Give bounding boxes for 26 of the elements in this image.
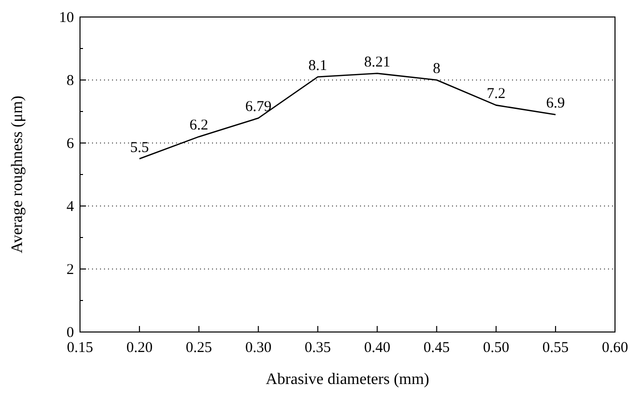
data-label: 6.2 [190,118,208,134]
x-tick-label: 0.25 [186,340,212,356]
y-tick-label: 8 [66,73,74,89]
y-tick-label: 4 [66,199,74,215]
x-axis-title: Abrasive diameters (mm) [266,371,430,388]
x-tick-label: 0.35 [304,340,331,356]
x-tick-label: 0.45 [424,340,450,356]
y-tick-label: 2 [66,262,74,278]
x-tick-label: 0.20 [126,340,153,356]
x-tick-label: 0.30 [245,340,272,356]
y-tick-label: 6 [66,136,74,152]
x-tick-label: 0.55 [542,340,569,356]
data-label: 7.2 [486,86,506,102]
data-label: 6.9 [546,96,565,112]
data-label: 6.79 [245,99,272,116]
data-label: 8.1 [308,58,328,74]
y-tick-label: 10 [59,10,74,26]
y-axis-title: Average roughness (μm) [9,96,26,254]
x-tick-label: 0.15 [66,340,94,356]
y-tick-label: 0 [66,325,74,341]
x-tick-label: 0.60 [602,340,628,356]
data-label: 8 [432,61,440,77]
data-label: 8.21 [364,54,390,70]
x-tick-label: 0.50 [482,340,510,356]
data-label: 5.5 [130,140,149,156]
x-tick-label: 0.40 [364,340,390,356]
